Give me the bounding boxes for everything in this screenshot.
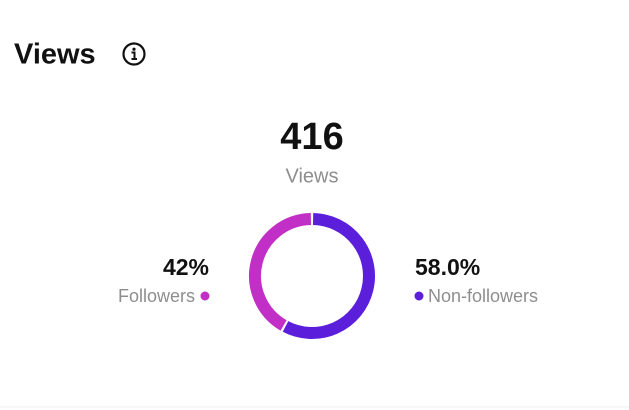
legend-dot <box>414 291 424 301</box>
value-label: 58.0% <box>415 254 480 280</box>
legend-dot <box>200 291 210 301</box>
info-circle <box>122 42 146 66</box>
legend-label: Non-followers <box>428 286 538 306</box>
donut-segment <box>282 213 375 339</box>
total-value: 416 <box>280 116 343 158</box>
info-dot <box>132 47 136 51</box>
total-label: Views <box>286 165 339 187</box>
value-label: 42% <box>163 254 209 280</box>
legend-label: Followers <box>118 286 195 306</box>
info-icon[interactable] <box>122 42 146 66</box>
info-stem <box>131 51 137 60</box>
donut-segment <box>249 213 312 331</box>
card-title: Views <box>14 39 96 71</box>
